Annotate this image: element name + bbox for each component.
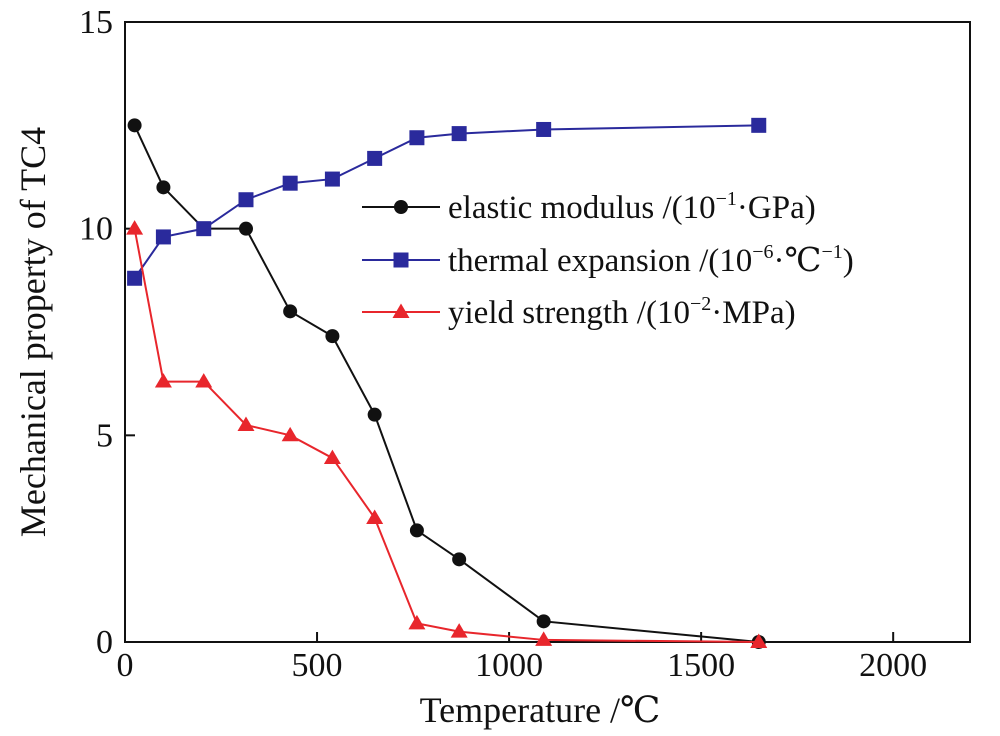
data-point-elastic-modulus [452, 552, 467, 567]
legend-text-main: elastic modulus /(10 [448, 190, 716, 226]
legend-label-thermal-expansion: thermal expansion /(10−6·℃−1) [448, 241, 854, 279]
y-axis-label: Mechanical property of TC4 [13, 127, 53, 537]
x-tick-label: 500 [292, 647, 343, 684]
legend-exponent: −6 [752, 241, 773, 263]
legend-marker-thermal-expansion [393, 252, 409, 268]
data-point-elastic-modulus [156, 180, 171, 195]
data-point-thermal-expansion [324, 171, 340, 187]
data-point-yield-strength [237, 416, 255, 431]
data-point-elastic-modulus [367, 407, 382, 422]
data-point-yield-strength [195, 373, 213, 388]
legend-exponent: −1 [716, 188, 737, 210]
plot-frame [124, 21, 971, 643]
data-point-yield-strength [323, 449, 341, 465]
series-yield-strength [126, 220, 768, 648]
legend-unit: GPa) [748, 190, 816, 226]
legend-text-main: yield strength /(10 [448, 295, 690, 331]
data-point-yield-strength [535, 631, 553, 646]
legend-exponent: −2 [690, 293, 711, 315]
data-point-yield-strength [750, 633, 768, 648]
data-point-elastic-modulus [127, 118, 142, 133]
x-tick-label: 1000 [475, 647, 543, 684]
legend-item-thermal-expansion: thermal expansion /(10−6·℃−1) [362, 241, 854, 279]
data-point-thermal-expansion [536, 121, 552, 137]
legend-label-yield-strength: yield strength /(10−2·MPa) [448, 293, 796, 331]
legend-unit: MPa) [722, 295, 795, 331]
data-point-thermal-expansion [451, 126, 467, 142]
y-tick-label: 5 [96, 417, 113, 454]
plot-border [124, 21, 971, 643]
legend-marker-yield-strength [392, 303, 410, 318]
data-point-elastic-modulus [409, 523, 424, 538]
legend-dot: · [774, 243, 785, 279]
y-tick-label: 10 [79, 211, 113, 248]
legend-unit: ℃ [785, 243, 822, 279]
data-point-elastic-modulus [238, 221, 253, 236]
series-layer [126, 117, 768, 649]
data-point-elastic-modulus [536, 614, 551, 629]
legend-item-elastic-modulus: elastic modulus /(10−1·GPa) [362, 188, 816, 226]
data-point-elastic-modulus [283, 304, 298, 319]
data-point-thermal-expansion [196, 221, 212, 237]
data-point-yield-strength [154, 373, 172, 388]
legend-dot: · [737, 190, 748, 226]
data-point-yield-strength [408, 614, 426, 630]
data-point-yield-strength [281, 426, 299, 442]
y-tick-label: 0 [96, 624, 113, 661]
series-line-yield-strength [133, 228, 759, 643]
data-point-thermal-expansion [155, 229, 171, 245]
legend-label-elastic-modulus: elastic modulus /(10−1·GPa) [448, 188, 816, 226]
legend-text-main: thermal expansion /(10 [448, 243, 752, 279]
data-point-thermal-expansion [367, 150, 383, 166]
data-point-thermal-expansion [751, 117, 767, 133]
data-point-elastic-modulus [325, 329, 340, 344]
legend-dot: · [711, 295, 722, 331]
legend-marker-elastic-modulus [394, 200, 408, 214]
data-point-thermal-expansion [238, 192, 254, 208]
data-point-thermal-expansion [409, 130, 425, 146]
legend-unit-exponent: −1 [821, 241, 842, 263]
data-point-yield-strength [450, 623, 468, 638]
data-point-thermal-expansion [282, 175, 298, 191]
series-thermal-expansion [127, 117, 767, 286]
axis-ticks: 0 500 1000 1500 2000 0 5 10 15 [79, 4, 927, 684]
y-tick-label: 15 [79, 4, 113, 41]
x-tick-label: 2000 [859, 647, 927, 684]
x-axis-label: Temperature /℃ [420, 690, 661, 730]
data-point-thermal-expansion [127, 270, 143, 286]
legend-tail: ) [843, 243, 854, 279]
data-point-yield-strength [366, 509, 384, 524]
legend-item-yield-strength: yield strength /(10−2·MPa) [362, 293, 796, 331]
x-tick-label: 0 [117, 647, 134, 684]
x-tick-label: 1500 [667, 647, 735, 684]
legend: elastic modulus /(10−1·GPa)thermal expan… [362, 188, 854, 331]
data-point-yield-strength [126, 220, 144, 235]
